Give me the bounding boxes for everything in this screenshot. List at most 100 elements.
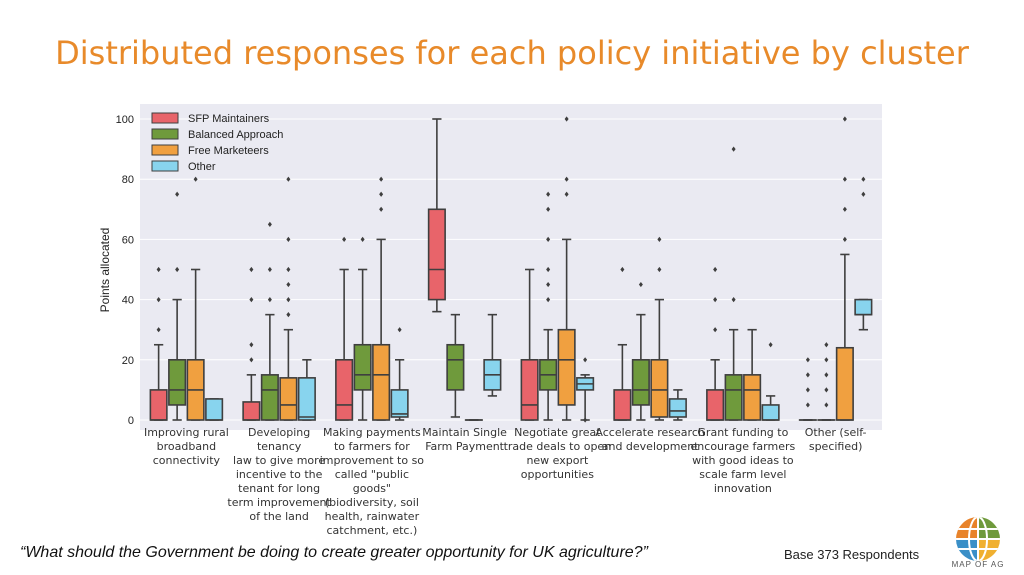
box-plot-chart: 0 20 40 60 80 100 Points allocated SFP Maintain… bbox=[98, 104, 882, 430]
outlier-point bbox=[156, 327, 161, 333]
outlier-point bbox=[638, 281, 643, 288]
survey-question: “What should the Government be doing to … bbox=[20, 544, 648, 561]
outlier-point bbox=[286, 236, 291, 242]
box-iqr bbox=[650, 358, 669, 418]
base-respondents: Base 373 Respondents bbox=[784, 547, 920, 562]
box-5-3 bbox=[668, 389, 687, 421]
outlier-point bbox=[824, 342, 829, 348]
box-iqr bbox=[427, 208, 446, 301]
outlier-point bbox=[175, 266, 180, 273]
globe-logo-icon bbox=[956, 517, 1000, 561]
box-5-2 bbox=[650, 236, 669, 421]
outlier-point bbox=[379, 191, 384, 197]
outlier-point bbox=[657, 266, 662, 273]
outlier-point bbox=[861, 191, 866, 197]
legend-label: Free Marketeers bbox=[188, 145, 269, 157]
legend-label: Other bbox=[188, 161, 216, 173]
box-0-0 bbox=[149, 266, 168, 421]
outlier-point bbox=[824, 387, 829, 393]
box-6-0 bbox=[706, 266, 725, 421]
box-iqr bbox=[706, 389, 725, 421]
box-iqr bbox=[297, 377, 316, 421]
outlier-point bbox=[805, 372, 810, 378]
box-iqr bbox=[557, 328, 576, 406]
box-iqr bbox=[854, 298, 873, 316]
box-iqr bbox=[390, 389, 409, 418]
box-4-0 bbox=[520, 268, 539, 421]
box-iqr bbox=[520, 358, 539, 421]
outlier-point bbox=[713, 297, 718, 303]
outlier-point bbox=[249, 342, 254, 348]
box-iqr bbox=[353, 343, 372, 391]
box-3-1 bbox=[446, 313, 465, 418]
outlier-point bbox=[175, 191, 180, 197]
outlier-point bbox=[805, 402, 810, 408]
box-5-0 bbox=[613, 266, 632, 421]
legend-label: Balanced Approach bbox=[188, 129, 283, 141]
legend-swatch bbox=[151, 128, 179, 140]
y-axis-label: Points allocated bbox=[98, 228, 112, 313]
y-tick-label: 0 bbox=[128, 415, 134, 427]
outlier-point bbox=[824, 357, 829, 363]
outlier-point bbox=[583, 417, 588, 423]
box-iqr bbox=[242, 401, 261, 421]
legend: SFP Maintainers Balanced Approach Free Mar… bbox=[151, 112, 283, 173]
outlier-point bbox=[546, 297, 551, 303]
box-6-1 bbox=[724, 146, 743, 421]
outlier-point bbox=[342, 236, 347, 242]
outlier-point bbox=[267, 221, 272, 227]
legend-swatch bbox=[151, 112, 179, 124]
box-0-2 bbox=[186, 176, 205, 421]
outlier-point bbox=[731, 146, 736, 152]
outlier-point bbox=[583, 357, 588, 363]
outlier-point bbox=[379, 206, 384, 212]
outlier-point bbox=[546, 266, 551, 273]
outlier-point bbox=[249, 357, 254, 363]
outlier-point bbox=[713, 327, 718, 333]
outlier-point bbox=[842, 236, 847, 242]
outlier-point bbox=[842, 176, 847, 182]
y-tick-label: 40 bbox=[122, 295, 134, 307]
outlier-point bbox=[193, 176, 198, 182]
outlier-point bbox=[805, 387, 810, 393]
y-tick-label: 20 bbox=[122, 355, 134, 367]
box-4-3 bbox=[576, 357, 595, 423]
outlier-point bbox=[286, 312, 291, 318]
x-category-label: Negotiate great trade deals to open new … bbox=[503, 426, 612, 481]
box-iqr bbox=[372, 343, 391, 421]
legend-swatch bbox=[151, 144, 179, 156]
x-category-label: Improving rural broadband connectivity bbox=[143, 426, 229, 467]
box-iqr bbox=[743, 374, 762, 421]
box-2-1 bbox=[353, 236, 372, 421]
legend-label: SFP Maintainers bbox=[188, 113, 270, 125]
outlier-point bbox=[546, 206, 551, 212]
box-7-1 bbox=[817, 342, 836, 421]
box-0-1 bbox=[168, 191, 187, 421]
outlier-point bbox=[249, 266, 254, 273]
outlier-point bbox=[546, 236, 551, 242]
outlier-point bbox=[824, 402, 829, 408]
x-category-label: Accelerate research and development bbox=[595, 426, 705, 453]
y-tick-label: 80 bbox=[122, 174, 134, 186]
box-1-2 bbox=[279, 176, 298, 421]
outlier-point bbox=[842, 206, 847, 212]
box-3-0 bbox=[427, 118, 446, 313]
outlier-point bbox=[360, 236, 365, 242]
box-2-0 bbox=[335, 236, 354, 421]
box-1-3 bbox=[297, 358, 316, 421]
outlier-point bbox=[564, 176, 569, 182]
box-4-2 bbox=[557, 116, 576, 421]
x-category-label: Grant funding to encourage farmers with … bbox=[690, 426, 796, 495]
outlier-point bbox=[286, 281, 291, 288]
outlier-point bbox=[379, 176, 384, 182]
outlier-point bbox=[842, 116, 847, 122]
box-5-1 bbox=[631, 281, 650, 421]
logo-text: MAP OF AG bbox=[951, 560, 1005, 569]
outlier-point bbox=[156, 297, 161, 303]
outlier-point bbox=[397, 327, 402, 333]
outlier-point bbox=[657, 236, 662, 242]
box-iqr bbox=[205, 398, 224, 421]
box-iqr bbox=[260, 374, 279, 421]
outlier-point bbox=[286, 176, 291, 182]
outlier-point bbox=[564, 116, 569, 122]
